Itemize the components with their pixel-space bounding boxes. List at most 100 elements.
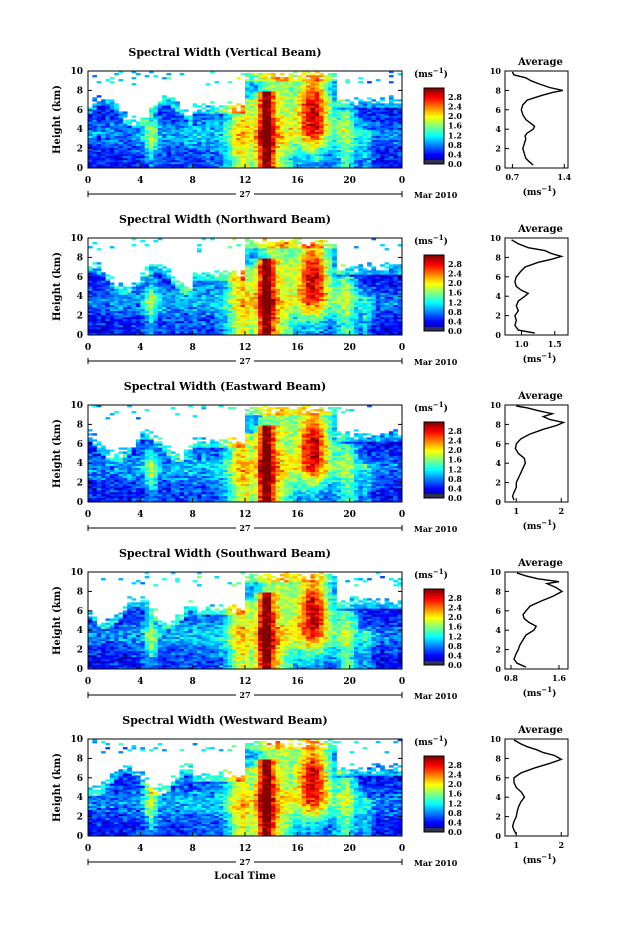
heat-cell [122, 149, 128, 153]
heat-cell [105, 147, 111, 151]
heat-cell [336, 133, 342, 136]
heat-cell [388, 113, 394, 116]
heat-cell [310, 75, 316, 78]
heat-cell [310, 248, 316, 251]
heat-cell [336, 107, 342, 110]
heat-cell [153, 306, 159, 310]
heat-cell [349, 276, 355, 279]
heat-cell [284, 244, 289, 247]
heat-cell [301, 290, 307, 293]
heat-cell [284, 326, 289, 330]
heat-cell [292, 135, 298, 138]
heat-cell [214, 302, 220, 305]
heat-cell [297, 111, 302, 114]
heat-cell [105, 318, 111, 322]
heat-cell [301, 326, 307, 330]
heat-cell [288, 318, 294, 322]
heat-cell [227, 306, 233, 310]
heat-cell [384, 141, 390, 145]
heat-cell [157, 155, 163, 159]
heat-cell [371, 155, 377, 159]
heat-cell [297, 145, 302, 149]
heat-cell [292, 298, 298, 301]
heat-cell [201, 288, 207, 291]
colorbar-step [424, 95, 444, 98]
heat-cell [258, 312, 263, 316]
heat-cell [253, 103, 259, 106]
heat-cell [245, 125, 250, 128]
heat-cell [231, 294, 237, 297]
heat-cell [323, 137, 329, 141]
heat-cell [175, 157, 180, 161]
heat-cell [323, 314, 329, 318]
heat-cell [336, 312, 342, 316]
heat-cell [249, 157, 255, 161]
heat-cell [375, 119, 381, 122]
heat-cell [240, 107, 246, 110]
heat-cell [162, 326, 167, 330]
heat-cell [271, 111, 276, 114]
heat-cell [271, 292, 276, 295]
heat-cell [332, 282, 337, 285]
heat-cell [292, 280, 298, 283]
heat-cell [319, 81, 324, 84]
month-label: Mar 2010 [414, 190, 458, 200]
heat-cell [157, 153, 163, 157]
heat-cell [101, 290, 106, 293]
heat-cell [223, 125, 228, 128]
heat-cell [345, 117, 350, 120]
heat-cell [188, 151, 193, 155]
heat-cell [279, 131, 285, 134]
heat-cell [170, 326, 176, 330]
heat-cell [197, 143, 202, 147]
heat-cell [92, 276, 98, 279]
heat-cell [223, 328, 228, 332]
heat-cell [266, 318, 272, 322]
heat-cell [327, 274, 333, 277]
heat-cell [122, 316, 128, 320]
heat-cell [127, 121, 132, 124]
heat-cell [105, 308, 111, 312]
heat-cell [297, 123, 302, 126]
heat-cell [371, 139, 377, 143]
heat-cell [371, 99, 377, 102]
heat-cell [223, 290, 228, 293]
heat-cell [227, 107, 233, 110]
heat-cell [144, 155, 150, 159]
heat-cell [105, 326, 111, 330]
heat-cell [192, 324, 198, 328]
heat-cell [301, 276, 307, 279]
heat-cell [354, 290, 359, 293]
heat-cell [188, 119, 193, 122]
heat-cell [279, 123, 285, 126]
heat-cell [249, 93, 255, 96]
heat-cell [205, 115, 211, 118]
colorbar-step [424, 153, 444, 156]
heat-cell [201, 125, 207, 128]
heat-cell [179, 302, 185, 305]
heat-cell [179, 123, 185, 126]
heat-cell [345, 111, 350, 114]
colorbar-step [424, 126, 444, 128]
heat-cell [288, 161, 294, 165]
heat-cell [214, 117, 220, 120]
heat-cell [266, 328, 272, 332]
heat-cell [201, 123, 207, 126]
heat-cell [306, 308, 311, 312]
heat-cell [310, 127, 316, 130]
heat-cell [218, 320, 224, 324]
heat-cell [236, 157, 241, 161]
heat-cell [197, 155, 202, 159]
heat-cell [245, 115, 250, 118]
heat-cell [210, 153, 215, 157]
heat-cell [218, 296, 224, 299]
heat-cell [92, 143, 98, 147]
heat-cell [114, 306, 119, 310]
heat-cell [258, 264, 263, 267]
heat-cell [245, 298, 250, 301]
heat-cell [153, 143, 159, 147]
heat-cell [306, 326, 311, 330]
heat-cell [284, 99, 289, 102]
heat-cell [166, 143, 172, 147]
heat-cell [144, 316, 150, 320]
